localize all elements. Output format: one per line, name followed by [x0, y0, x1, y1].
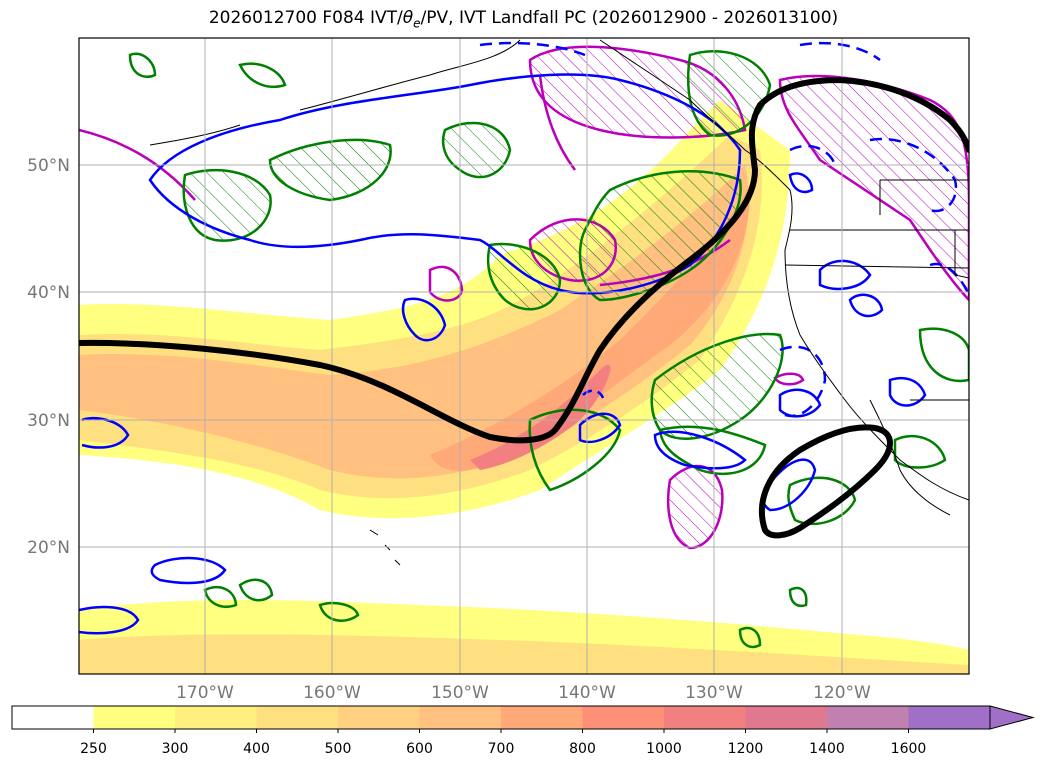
colorbar-tick-label: 400: [243, 741, 270, 757]
lon-label-160w: 160°W: [303, 683, 361, 703]
colorbar-segment: [908, 706, 991, 729]
colorbar-tick-label: 1200: [728, 741, 764, 757]
colorbar-segment: [338, 706, 420, 729]
lat-label-30: 30°N: [27, 411, 70, 431]
lon-label-120w: 120°W: [813, 683, 871, 703]
landfall-lines: [79, 76, 969, 539]
colorbar-segment: [93, 706, 176, 729]
colorbar-segment: [664, 706, 746, 729]
colorbar-segment: [745, 706, 828, 729]
theta-regions: [128, 50, 969, 649]
colorbar-segment: [256, 706, 339, 729]
colorbar-tick-label: 1600: [891, 741, 927, 757]
ivt-pc-regions: [79, 45, 969, 550]
map-frame: [78, 37, 970, 675]
lon-label-130w: 130°W: [685, 683, 743, 703]
colorbar-tick-label: 1400: [809, 741, 845, 757]
colorbar-tick-label: 250: [80, 741, 107, 757]
lon-label-140w: 140°W: [558, 683, 616, 703]
colorbar-tick-label: 700: [488, 741, 515, 757]
lon-labels: 170°W 160°W 150°W 140°W 130°W 120°W: [176, 683, 871, 703]
colorbar-segment: [582, 706, 665, 729]
map-title: 2026012700 F084 IVT/θe/PV, IVT Landfall …: [208, 8, 839, 31]
colorbar-tick-label: 600: [406, 741, 433, 757]
colorbar-tick-label: 1000: [646, 741, 682, 757]
lon-label-170w: 170°W: [176, 683, 234, 703]
colorbar-segment: [12, 706, 94, 729]
gridlines: [79, 38, 969, 674]
coastlines: [149, 39, 969, 566]
colorbar-segment: [827, 706, 909, 729]
colorbar-segment: [419, 706, 502, 729]
lat-label-50: 50°N: [27, 156, 70, 176]
ivt-shading: [79, 100, 969, 674]
colorbar: 250 300 400 500 600 700 800 1000 1200 1400 1600: [11, 705, 1035, 757]
colorbar-segment: [501, 706, 583, 729]
colorbar-tick-label: 800: [569, 741, 596, 757]
colorbar-extend-arrow: [989, 705, 1035, 730]
colorbar-segment: [175, 706, 257, 729]
map-area: [79, 38, 969, 674]
lon-label-150w: 150°W: [431, 683, 489, 703]
lat-label-40: 40°N: [27, 283, 70, 303]
colorbar-tick-label: 300: [162, 741, 189, 757]
colorbar-tick-label: 500: [325, 741, 352, 757]
lat-labels: 50°N 40°N 30°N 20°N: [27, 156, 70, 558]
lat-label-20: 20°N: [27, 538, 70, 558]
